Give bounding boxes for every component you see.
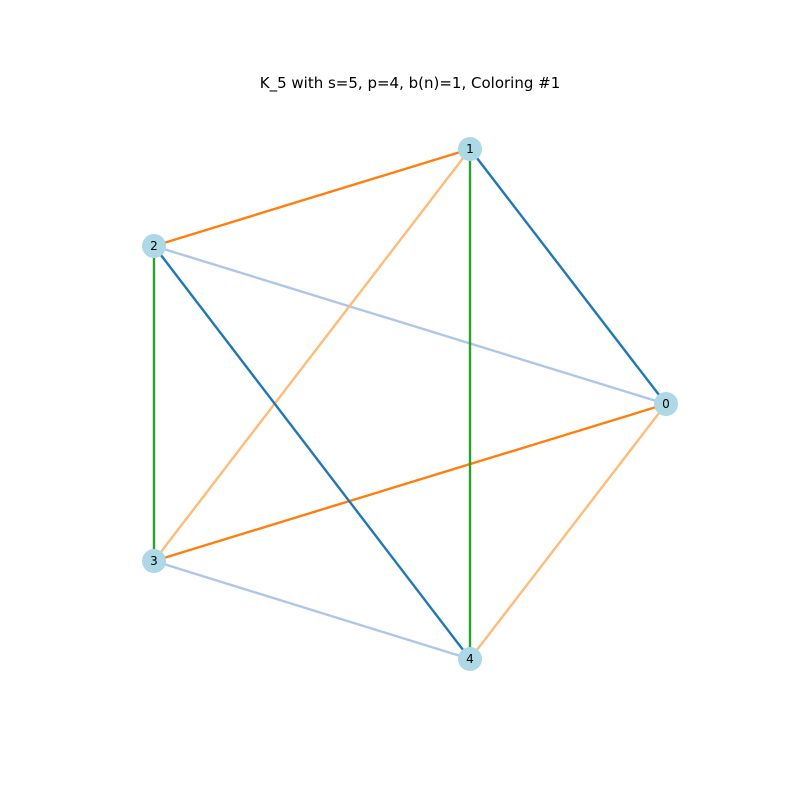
edge-3-4	[153, 559, 471, 661]
edge-1-2	[153, 147, 471, 248]
edge-2-4	[153, 245, 471, 660]
node-circle-4	[458, 647, 482, 671]
node-label-4: 4	[466, 652, 474, 666]
node-1: 1	[458, 137, 482, 161]
edge-1-3	[153, 148, 471, 562]
edge-0-2	[153, 244, 667, 406]
edge-0-4	[469, 403, 667, 660]
figure-title: K_5 with s=5, p=4, b(n)=1, Coloring #1	[260, 74, 561, 93]
node-circle-1	[458, 137, 482, 161]
node-label-0: 0	[662, 397, 670, 411]
node-label-3: 3	[150, 554, 158, 568]
edge-0-1	[469, 148, 667, 405]
edge-0-3	[153, 402, 667, 563]
node-label-1: 1	[466, 142, 474, 156]
node-3: 3	[142, 549, 166, 573]
node-2: 2	[142, 234, 166, 258]
nodes-layer: 0 1 2 3 4	[142, 137, 678, 671]
edges-layer	[152, 147, 667, 661]
node-circle-2	[142, 234, 166, 258]
node-label-2: 2	[150, 239, 158, 253]
node-circle-0	[654, 392, 678, 416]
node-circle-3	[142, 549, 166, 573]
node-4: 4	[458, 647, 482, 671]
node-0: 0	[654, 392, 678, 416]
